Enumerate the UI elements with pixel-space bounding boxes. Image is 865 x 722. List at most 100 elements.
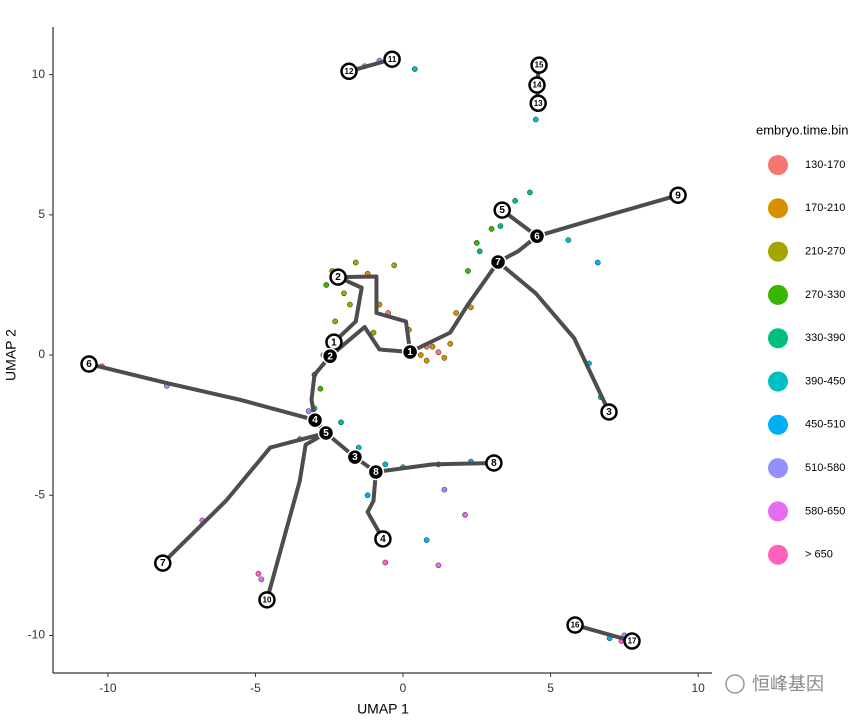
- trajectory: [496, 259, 612, 414]
- legend-swatch: [768, 284, 788, 305]
- point: [255, 570, 262, 577]
- point: [423, 537, 430, 543]
- point: [447, 341, 454, 347]
- y-tick-label: 5: [38, 207, 45, 221]
- point: [323, 282, 330, 288]
- milestone-label: 13: [534, 99, 543, 108]
- milestone: [374, 530, 392, 548]
- point: [465, 268, 471, 274]
- point: [332, 318, 338, 325]
- legend-swatch: [768, 198, 788, 219]
- point: [352, 259, 359, 266]
- trajectory: [160, 430, 328, 566]
- milestone-label: 7: [160, 558, 166, 569]
- legend-label: 170-210: [805, 202, 845, 214]
- milestone-label: 15: [535, 61, 544, 70]
- legend-swatch: [768, 501, 788, 522]
- legend-swatch: [768, 414, 788, 435]
- milestone-label: 4: [380, 534, 386, 545]
- point: [423, 357, 430, 364]
- trajectory: [534, 193, 681, 239]
- point: [488, 226, 495, 232]
- milestone: [306, 411, 324, 429]
- legend-label: > 650: [805, 549, 833, 561]
- x-axis-label: UMAP 1: [357, 701, 409, 717]
- milestone: [329, 268, 347, 286]
- milestone-label: 7: [495, 257, 501, 268]
- point: [258, 576, 265, 583]
- trajectory: [408, 259, 501, 354]
- x-tick-label: -5: [250, 681, 261, 695]
- point: [417, 352, 424, 358]
- milestone-label: 16: [571, 621, 580, 630]
- watermark: 恒峰基因: [725, 674, 824, 694]
- point: [370, 329, 377, 336]
- trajectory: [573, 623, 635, 644]
- watermark-text: 恒峰基因: [752, 674, 824, 694]
- point: [512, 198, 518, 204]
- legend-label: 210-270: [805, 246, 845, 258]
- milestone-label: 10: [263, 595, 272, 604]
- milestone: [493, 201, 511, 219]
- milestone: [340, 62, 358, 81]
- y-tick-label: 0: [38, 347, 45, 361]
- legend-label: 390-450: [805, 375, 845, 387]
- trajectory: [264, 430, 328, 602]
- milestone-label: 3: [352, 452, 358, 463]
- milestone-label: 5: [323, 428, 329, 439]
- milestone: [321, 347, 339, 365]
- milestone: [80, 355, 98, 373]
- y-tick-label: 10: [32, 67, 46, 81]
- legend-swatch: [768, 328, 788, 349]
- milestone: [367, 463, 385, 481]
- point: [435, 349, 442, 356]
- milestone: [623, 632, 641, 650]
- milestone-label: 6: [534, 231, 540, 242]
- milestone: [669, 186, 687, 204]
- trajectory: [328, 325, 413, 359]
- point: [462, 512, 468, 518]
- trajectory: [365, 469, 385, 541]
- point: [382, 559, 389, 566]
- point: [473, 240, 480, 246]
- legend-label: 580-650: [805, 505, 845, 517]
- milestone-label: 4: [312, 415, 318, 426]
- milestone: [528, 76, 546, 94]
- trajectory: [336, 274, 413, 354]
- milestone-label: 8: [491, 458, 497, 469]
- trajectory: [309, 354, 333, 423]
- legend-swatch: [768, 155, 788, 175]
- milestone: [530, 56, 548, 74]
- milestone-label: 2: [335, 272, 341, 283]
- legend-swatch: [768, 371, 788, 392]
- point: [391, 262, 397, 269]
- point: [441, 486, 448, 493]
- point: [317, 385, 324, 392]
- point: [594, 259, 601, 266]
- milestone: [317, 424, 335, 442]
- legend-title: embryo.time.bin: [756, 122, 848, 137]
- point: [441, 355, 448, 361]
- milestone-label: 2: [327, 351, 333, 362]
- trajectory: [87, 362, 318, 423]
- legend-swatch: [768, 544, 788, 565]
- legend-swatch: [768, 458, 788, 479]
- milestone: [529, 94, 547, 113]
- milestone: [489, 253, 507, 271]
- milestone: [401, 343, 419, 361]
- milestone: [258, 591, 276, 609]
- milestone: [528, 227, 546, 245]
- milestone: [485, 454, 503, 472]
- trajectory: [331, 275, 364, 345]
- milestone-label: 17: [628, 637, 637, 646]
- legend-label: 450-510: [805, 419, 845, 431]
- point: [305, 408, 312, 414]
- point: [341, 290, 347, 297]
- point: [338, 419, 344, 426]
- milestone-label: 14: [533, 81, 542, 90]
- point: [429, 343, 436, 350]
- point: [453, 310, 459, 316]
- milestone-label: 11: [388, 55, 397, 64]
- milestone-label: 6: [86, 359, 92, 370]
